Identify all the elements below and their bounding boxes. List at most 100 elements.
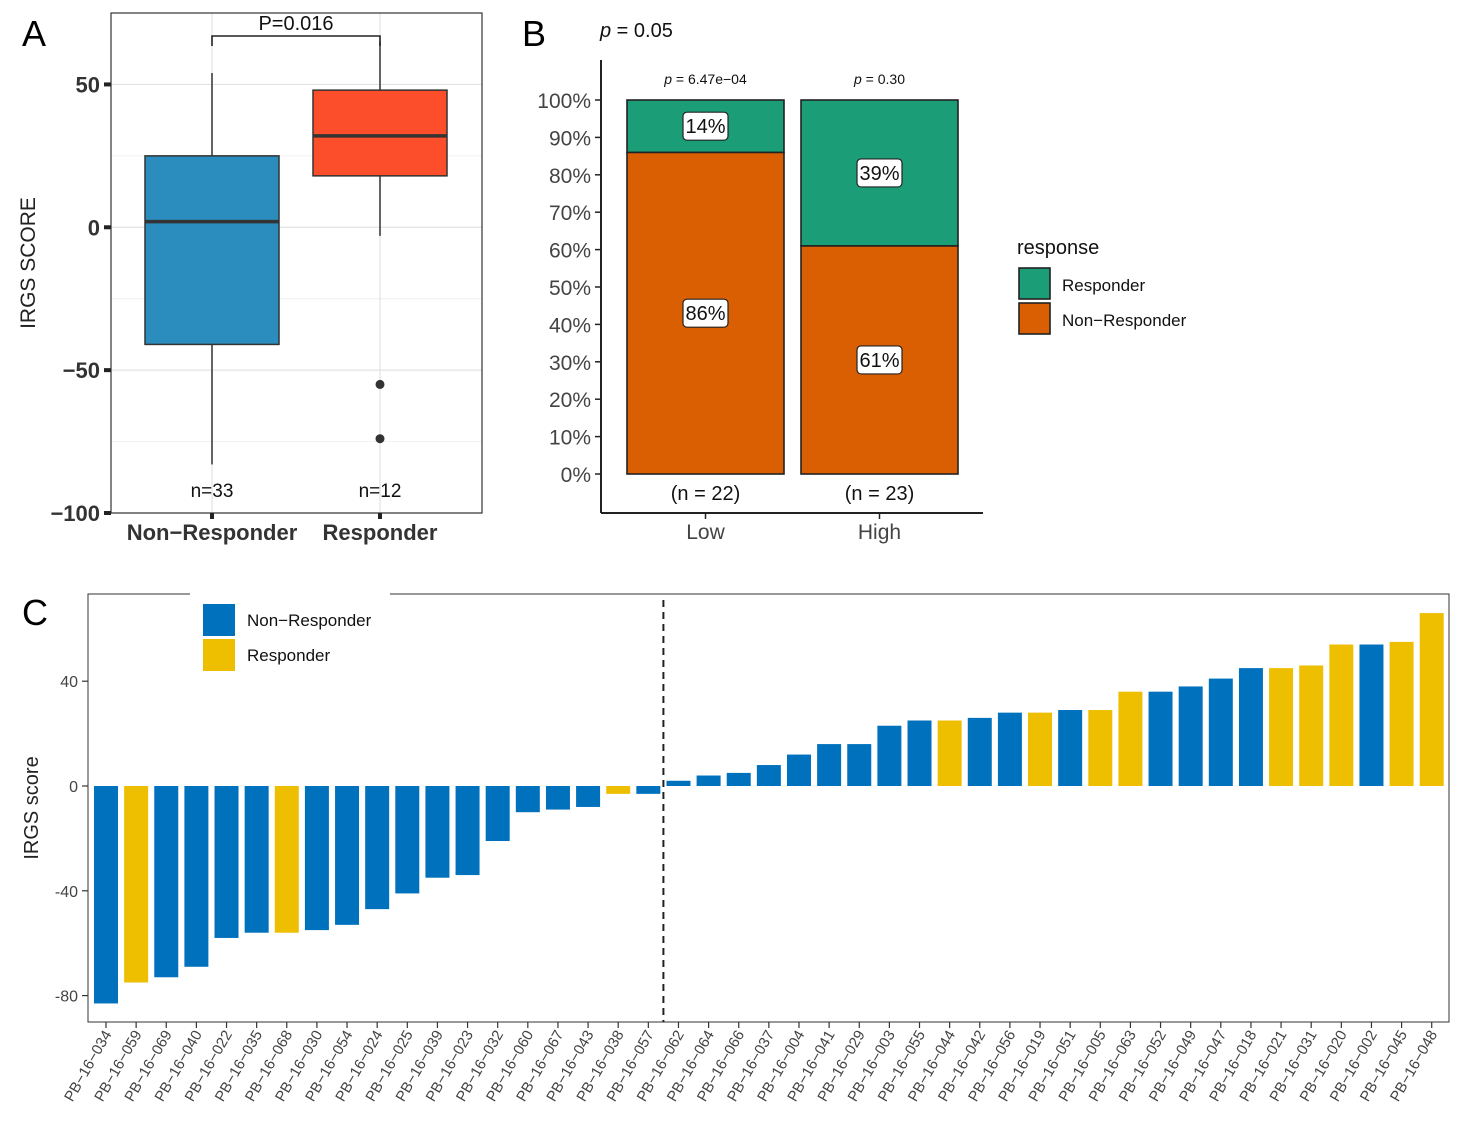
y-tick-label: −50 <box>63 358 100 383</box>
legend-title: response <box>1017 237 1099 259</box>
bar-non-responder <box>817 744 842 786</box>
bar-non-responder <box>184 786 209 967</box>
legend-swatch <box>1018 267 1051 300</box>
significance-bracket <box>211 35 381 46</box>
bar-responder <box>1329 644 1354 786</box>
y-tick-label: 70% <box>549 202 591 225</box>
bar-responder <box>1419 613 1444 786</box>
bar-non-responder <box>1148 691 1173 786</box>
bar-responder <box>274 786 299 933</box>
panel-a-y-axis-label: IRGS SCORE <box>17 197 40 329</box>
legend-swatch <box>203 604 235 636</box>
panel-label-b: B <box>522 13 546 54</box>
bar-non-responder <box>1058 710 1083 786</box>
panel-a: A n=33 n=12 −100 −50 0 50 Non−Responder Respo… <box>17 12 483 545</box>
bar-non-responder <box>154 786 179 978</box>
box-responder <box>312 89 448 177</box>
label-responder-box <box>682 111 729 141</box>
legend-label: Responder <box>1062 276 1146 295</box>
y-tick-label: 0 <box>69 779 78 796</box>
legend-label: Responder <box>247 646 331 665</box>
legend-label: Non−Responder <box>247 611 372 630</box>
x-tick-label: Responder <box>323 520 438 545</box>
bar-non-responder <box>485 786 510 842</box>
legend-swatch <box>203 639 235 671</box>
bar-non-responder <box>214 786 239 938</box>
bar-responder <box>124 786 149 983</box>
bar-non-responder <box>576 786 601 807</box>
bar-non-responder <box>395 786 420 894</box>
group-p-value: p = 0.30 <box>853 71 905 87</box>
y-tick-label: 90% <box>549 127 591 150</box>
x-tick-label: Low <box>686 521 725 544</box>
bar-non-responder <box>666 780 691 786</box>
bar-responder <box>1269 668 1294 786</box>
y-tick-label: 0% <box>561 464 591 487</box>
n-label: n=33 <box>191 481 234 502</box>
bar-non-responder <box>847 744 872 786</box>
bar-responder <box>1389 641 1414 786</box>
y-tick-label: 80% <box>549 165 591 188</box>
y-tick-label: 20% <box>549 389 591 412</box>
y-tick-label: 50 <box>76 72 100 97</box>
outlier-point <box>375 434 385 444</box>
n-label: (n = 22) <box>671 483 740 505</box>
panel-label-c: C <box>22 592 48 633</box>
bar-non-responder <box>94 786 118 1004</box>
bar-non-responder <box>967 717 992 786</box>
bar-non-responder <box>696 775 721 786</box>
panel-label-a: A <box>22 13 46 54</box>
panel-c-y-axis-label: IRGS score <box>21 756 43 859</box>
label-non-responder: 61% <box>859 350 899 372</box>
bar-responder <box>1118 691 1143 786</box>
bar-non-responder <box>515 786 540 813</box>
panel-a-frame <box>110 12 483 514</box>
y-tick-label: 40 <box>60 674 78 691</box>
label-responder: 39% <box>859 163 899 185</box>
box-non-responder <box>144 155 280 346</box>
bar-non-responder <box>425 786 450 878</box>
label-non-responder-box <box>856 345 903 375</box>
y-tick-label: 100% <box>537 90 591 113</box>
legend-background <box>190 590 390 596</box>
bar-responder <box>1299 665 1324 786</box>
y-tick-label: -80 <box>55 989 78 1006</box>
bar-non-responder <box>545 786 570 810</box>
y-tick-label: 60% <box>549 240 591 263</box>
y-tick-label: −100 <box>50 501 100 526</box>
bar-non-responder <box>877 725 902 786</box>
bar-non-responder <box>786 754 811 786</box>
bar-non-responder <box>726 772 751 786</box>
bar-non-responder <box>1178 686 1203 786</box>
y-tick-label: 30% <box>549 352 591 375</box>
bar-responder <box>1028 712 1053 786</box>
panel-b: B p = 0.05 86% 14% p = 6.47e−04 (n = 22) Low… <box>522 13 1187 544</box>
bar-non-responder <box>636 786 661 794</box>
bar-non-responder <box>907 720 932 786</box>
label-responder: 14% <box>685 116 725 138</box>
bar-non-responder <box>335 786 360 925</box>
legend-label: Non−Responder <box>1062 311 1187 330</box>
bar-non-responder <box>1238 668 1263 786</box>
bar-non-responder <box>455 786 480 876</box>
y-tick-label: 10% <box>549 427 591 450</box>
bar-responder <box>937 720 962 786</box>
y-tick-label: -40 <box>55 884 78 901</box>
y-tick-label: 40% <box>549 314 591 337</box>
group-p-value: p = 6.47e−04 <box>663 71 747 87</box>
legend-swatch <box>1018 302 1051 335</box>
y-tick-label: 0 <box>88 215 100 240</box>
bar-non-responder <box>304 786 329 931</box>
bar-responder <box>1088 710 1113 786</box>
x-tick-label: Non−Responder <box>127 520 298 545</box>
label-non-responder-box <box>682 298 729 328</box>
panel-c: C -80-40040PB−16−034PB−16−059PB−16−069PB… <box>21 590 1450 1105</box>
n-label: (n = 23) <box>845 483 914 505</box>
outlier-point <box>375 379 385 389</box>
bar-non-responder <box>244 786 269 933</box>
bar-responder <box>606 786 631 794</box>
n-label: n=12 <box>359 481 402 502</box>
significance-label: P=0.016 <box>258 13 333 35</box>
bar-non-responder <box>1208 678 1233 786</box>
overall-p-value: p = 0.05 <box>599 20 673 42</box>
